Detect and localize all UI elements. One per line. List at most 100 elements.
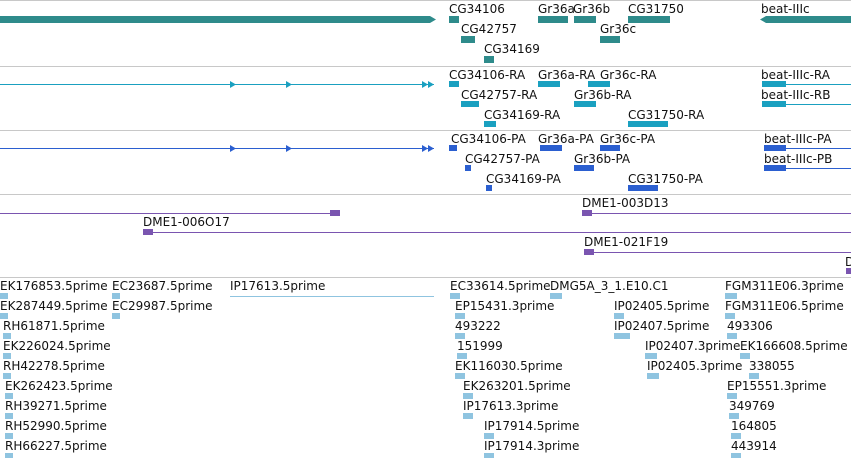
- transcript-label[interactable]: Gr36c-RA: [600, 68, 657, 82]
- transcript-exon[interactable]: [449, 81, 459, 87]
- est-label[interactable]: EC23687.5prime: [112, 279, 213, 293]
- est-feature[interactable]: [450, 293, 460, 299]
- est-feature[interactable]: [457, 353, 467, 359]
- gene-feature[interactable]: [766, 16, 851, 23]
- est-label[interactable]: IP17914.5prime: [484, 419, 580, 433]
- transcript-exon[interactable]: [762, 81, 786, 87]
- est-feature[interactable]: [484, 433, 494, 439]
- gene-label[interactable]: beat-IIIc: [761, 2, 810, 16]
- est-label[interactable]: RH52990.5prime: [5, 419, 107, 433]
- clone-label[interactable]: D: [845, 255, 851, 269]
- gene-feature[interactable]: [574, 16, 596, 23]
- transcript-label[interactable]: CG34169-RA: [484, 108, 561, 122]
- est-label[interactable]: RH42278.5prime: [3, 359, 105, 373]
- gene-label[interactable]: CG34169: [484, 42, 540, 56]
- est-label[interactable]: EK166608.5prime: [740, 339, 848, 353]
- est-feature[interactable]: [731, 433, 741, 439]
- est-feature[interactable]: [5, 393, 13, 399]
- gene-feature[interactable]: [628, 16, 670, 23]
- est-feature[interactable]: [727, 393, 737, 399]
- est-feature[interactable]: [112, 313, 120, 319]
- est-feature[interactable]: [5, 413, 13, 419]
- gene-label[interactable]: Gr36a: [538, 2, 575, 16]
- gene-feature[interactable]: [600, 36, 620, 43]
- transcript-label[interactable]: Gr36a-RA: [538, 68, 596, 82]
- transcript-exon[interactable]: [628, 121, 668, 127]
- est-feature[interactable]: [725, 313, 735, 319]
- clone-span-line[interactable]: [143, 232, 851, 233]
- est-label[interactable]: 443914: [731, 439, 777, 453]
- gene-label[interactable]: Gr36b: [573, 2, 611, 16]
- gene-feature[interactable]: [484, 56, 494, 63]
- est-label[interactable]: EP15551.3prime: [727, 379, 827, 393]
- est-label[interactable]: 493222: [455, 319, 501, 333]
- est-label[interactable]: EK116030.5prime: [455, 359, 563, 373]
- protein-cds[interactable]: [465, 165, 471, 171]
- est-label[interactable]: 151999: [457, 339, 503, 353]
- est-feature[interactable]: [463, 393, 473, 399]
- transcript-exon[interactable]: [538, 81, 560, 87]
- est-feature[interactable]: [725, 293, 737, 299]
- est-feature[interactable]: [749, 373, 759, 379]
- clone-label[interactable]: DME1-006O17: [143, 215, 230, 229]
- protein-label[interactable]: Gr36a-PA: [538, 132, 594, 146]
- gene-feature[interactable]: [449, 16, 459, 23]
- est-label[interactable]: IP02405.5prime: [614, 299, 710, 313]
- est-span-line[interactable]: [230, 296, 434, 297]
- protein-label[interactable]: beat-IIIc-PA: [764, 132, 832, 146]
- transcript-label[interactable]: beat-IIIc-RA: [761, 68, 830, 82]
- est-feature[interactable]: [484, 453, 494, 458]
- transcript-label[interactable]: CG42757-RA: [461, 88, 538, 102]
- est-label[interactable]: EK176853.5prime: [0, 279, 108, 293]
- clone-label[interactable]: DME1-003D13: [582, 196, 669, 210]
- est-feature[interactable]: [731, 453, 741, 458]
- clone-span-line[interactable]: [582, 213, 851, 214]
- est-feature[interactable]: [3, 353, 11, 359]
- est-feature[interactable]: [614, 333, 630, 339]
- protein-label[interactable]: Gr36c-PA: [600, 132, 656, 146]
- est-label[interactable]: IP17914.3prime: [484, 439, 580, 453]
- est-label[interactable]: IP17613.5prime: [230, 279, 326, 293]
- est-label[interactable]: 349769: [729, 399, 775, 413]
- transcript-label[interactable]: CG34106-RA: [449, 68, 526, 82]
- transcript-exon[interactable]: [588, 81, 610, 87]
- est-feature[interactable]: [645, 353, 657, 359]
- est-feature[interactable]: [5, 453, 13, 458]
- est-feature[interactable]: [455, 333, 465, 339]
- est-feature[interactable]: [3, 333, 11, 339]
- transcript-exon[interactable]: [574, 101, 596, 107]
- est-feature[interactable]: [3, 373, 11, 379]
- gene-label[interactable]: CG42757: [461, 22, 517, 36]
- est-label[interactable]: EK287449.5prime: [0, 299, 108, 313]
- clone-span-line[interactable]: [584, 252, 851, 253]
- protein-cds[interactable]: [540, 145, 562, 151]
- protein-cds[interactable]: [449, 145, 457, 151]
- est-label[interactable]: EK262423.5prime: [5, 379, 113, 393]
- est-label[interactable]: RH61871.5prime: [3, 319, 105, 333]
- protein-cds[interactable]: [764, 165, 786, 171]
- gene-feature[interactable]: [461, 36, 475, 43]
- est-label[interactable]: FGM311E06.3prime: [725, 279, 844, 293]
- est-feature[interactable]: [0, 313, 8, 319]
- est-feature[interactable]: [463, 413, 473, 419]
- protein-cds[interactable]: [486, 185, 492, 191]
- gene-label[interactable]: CG34106: [449, 2, 505, 16]
- gene-label[interactable]: CG31750: [628, 2, 684, 16]
- est-label[interactable]: EC29987.5prime: [112, 299, 213, 313]
- est-label[interactable]: RH66227.5prime: [5, 439, 107, 453]
- protein-label[interactable]: beat-IIIc-PB: [764, 152, 833, 166]
- gene-feature-long[interactable]: [0, 16, 430, 23]
- est-feature[interactable]: [740, 353, 750, 359]
- est-label[interactable]: 164805: [731, 419, 777, 433]
- transcript-label[interactable]: beat-IIIc-RB: [761, 88, 831, 102]
- est-feature[interactable]: [455, 373, 465, 379]
- protein-label[interactable]: CG31750-PA: [628, 172, 703, 186]
- protein-cds[interactable]: [764, 145, 786, 151]
- clone-label[interactable]: DME1-021F19: [584, 235, 669, 249]
- est-feature[interactable]: [614, 313, 624, 319]
- transcript-label[interactable]: Gr36b-RA: [574, 88, 632, 102]
- protein-cds[interactable]: [600, 145, 620, 151]
- protein-label[interactable]: CG34106-PA: [451, 132, 526, 146]
- est-label[interactable]: EK263201.5prime: [463, 379, 571, 393]
- est-label[interactable]: IP02407.3prime: [645, 339, 741, 353]
